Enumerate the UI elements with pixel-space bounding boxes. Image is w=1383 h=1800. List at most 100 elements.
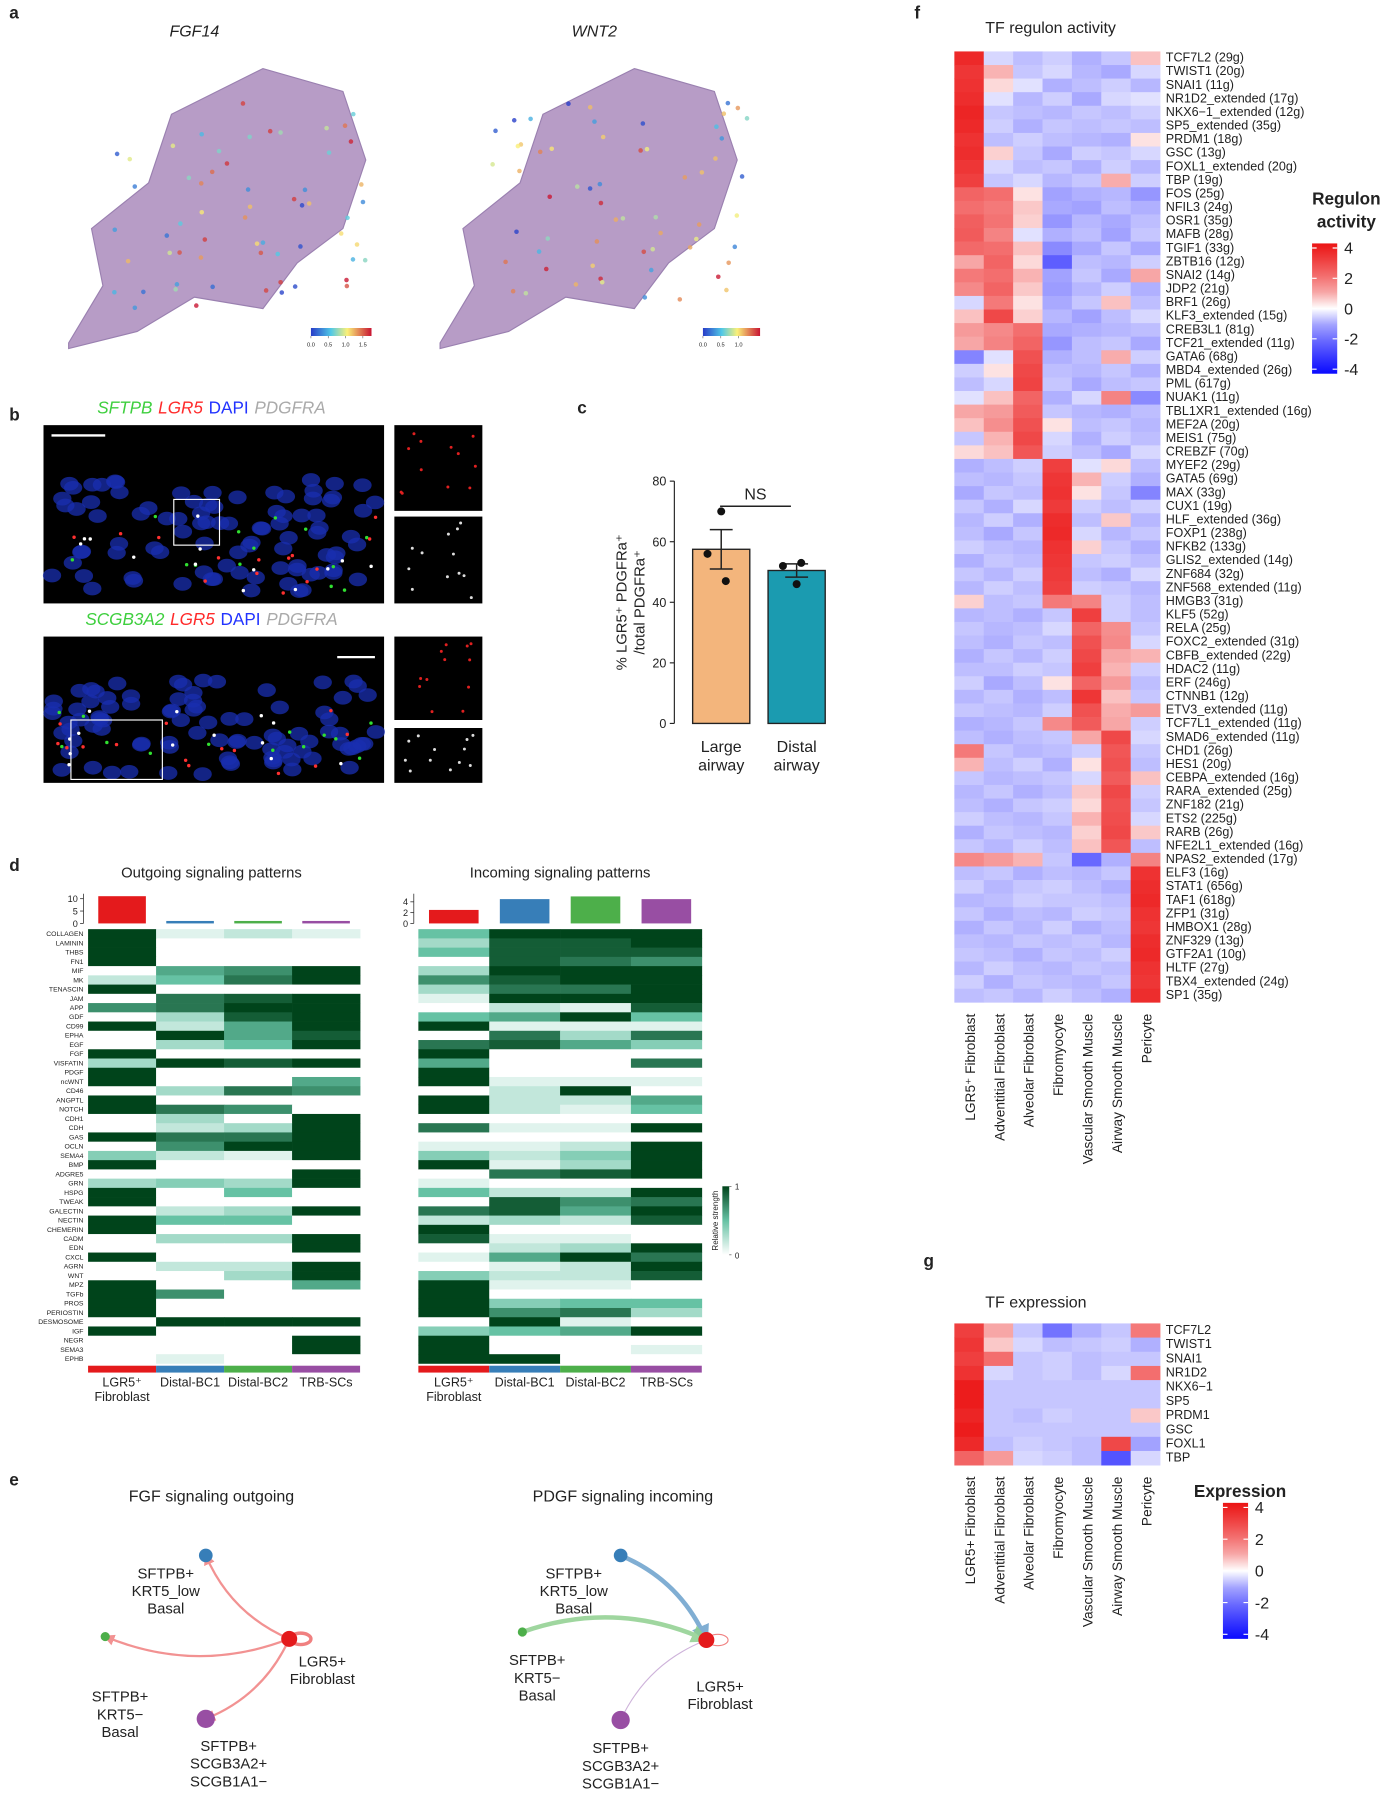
heatmap-cell xyxy=(983,228,1014,242)
row-label: HMBOX1 (28g) xyxy=(1166,920,1252,934)
row-label: SNAI1 xyxy=(1166,1351,1202,1365)
row-label: FOXL1 xyxy=(1166,1436,1206,1450)
heatmap-cell xyxy=(954,119,985,134)
row-label: ETS2 (225g) xyxy=(1166,811,1237,825)
heatmap-cell xyxy=(954,975,985,990)
heatmap-cell xyxy=(1071,173,1102,188)
signal xyxy=(467,685,471,689)
heatmap-cell xyxy=(1042,771,1073,786)
heatmap-cell xyxy=(630,966,703,976)
bar xyxy=(98,896,146,924)
colorbar-tick-label: 0 xyxy=(1255,1564,1264,1581)
signal xyxy=(407,567,411,571)
heatmap-cell xyxy=(954,798,985,813)
heatmap-cell xyxy=(489,1252,561,1263)
row-label: NFKB2 (133g) xyxy=(1166,540,1246,554)
heatmap-cell xyxy=(1101,1422,1132,1438)
nucleus xyxy=(325,476,344,491)
row-label: CXCL xyxy=(65,1254,83,1261)
heatmap-cell xyxy=(1101,418,1132,433)
heatmap-cell xyxy=(156,1271,225,1281)
spot xyxy=(587,186,593,191)
signal xyxy=(77,731,81,736)
heatmap-cell xyxy=(1130,323,1161,338)
node-label: Basal xyxy=(147,1602,184,1618)
heatmap-cell xyxy=(983,1436,1014,1452)
heatmap-cell xyxy=(630,1224,703,1235)
heatmap-cell xyxy=(1042,295,1073,310)
heatmap-cell xyxy=(88,1344,157,1355)
heatmap-cell xyxy=(292,1058,361,1069)
nucleus xyxy=(81,495,101,510)
heatmap-cell xyxy=(1130,445,1161,460)
heatmap-cell xyxy=(292,1178,361,1189)
heatmap-cell xyxy=(630,1030,703,1041)
nucleus xyxy=(193,767,212,781)
heatmap-cell xyxy=(224,1049,293,1059)
heatmap-cell xyxy=(983,635,1014,650)
spot xyxy=(186,175,192,181)
row-label: TBL1XR1_extended (16g) xyxy=(1166,404,1312,418)
heatmap-cell xyxy=(1042,907,1073,922)
heatmap-cell xyxy=(1101,309,1132,324)
heatmap-cell xyxy=(983,404,1014,419)
heatmap-cell xyxy=(292,966,361,976)
signal xyxy=(148,751,153,755)
row-label: ETV3_extended (11g) xyxy=(1166,703,1288,717)
heatmap-cell xyxy=(1013,567,1043,582)
bar xyxy=(302,920,350,924)
heatmap-cell xyxy=(1130,295,1161,310)
heatmap-cell xyxy=(418,1317,490,1327)
signal xyxy=(469,596,473,600)
nucleus xyxy=(207,674,227,689)
heatmap-cell xyxy=(983,65,1014,79)
heatmap-cell xyxy=(1071,377,1102,392)
heatmap-cell xyxy=(1130,662,1161,677)
heatmap-cell xyxy=(1013,839,1043,854)
panel-letter: g xyxy=(923,1250,933,1270)
column-label: Adventitial Fibroblast xyxy=(992,1014,1007,1141)
row-label: NOTCH xyxy=(59,1107,83,1114)
heatmap-cell xyxy=(1013,771,1043,786)
spot xyxy=(254,241,260,246)
heatmap-cell xyxy=(983,554,1014,568)
row-label: ncWNT xyxy=(61,1079,85,1086)
nucleus xyxy=(88,509,107,523)
heatmap-cell xyxy=(983,880,1014,894)
heatmap-cell xyxy=(418,1178,490,1189)
heatmap-cell xyxy=(292,1104,361,1115)
heatmap-cell xyxy=(954,458,985,473)
bar xyxy=(570,896,621,924)
heatmap-cell xyxy=(224,1271,293,1281)
heatmap-cell xyxy=(983,146,1014,161)
row-label: TWIST1 (20g) xyxy=(1166,64,1245,78)
row-label: GSC xyxy=(1166,1422,1193,1436)
edge xyxy=(203,1638,291,1721)
row-label: HMGB3 (31g) xyxy=(1166,594,1244,608)
heatmap-cell xyxy=(954,676,985,691)
signal xyxy=(410,546,414,550)
heatmap-cell xyxy=(418,1058,490,1069)
row-label: MYEF2 (29g) xyxy=(1166,458,1241,472)
heatmap-cell xyxy=(156,1252,225,1263)
x-tick-label: Distal xyxy=(777,739,817,756)
signal xyxy=(448,768,452,772)
signal xyxy=(444,643,448,647)
heatmap-cell xyxy=(1101,947,1132,962)
spot xyxy=(687,245,693,250)
heatmap-cell xyxy=(983,160,1014,175)
heatmap-cell xyxy=(1101,255,1132,270)
colorbar-tick-label: 0 xyxy=(1344,301,1353,318)
tissue xyxy=(68,67,367,350)
heatmap-cell xyxy=(1013,975,1043,990)
row-label: ANGPTL xyxy=(56,1097,84,1104)
heatmap-cell xyxy=(1071,78,1102,93)
heatmap-cell xyxy=(224,1252,293,1263)
spot xyxy=(247,204,253,210)
heatmap-cell xyxy=(292,1150,361,1161)
row-label: TBX4_extended (24g) xyxy=(1166,974,1289,988)
heatmap-cell xyxy=(1013,649,1043,664)
row-label: CUX1 (19g) xyxy=(1166,499,1232,513)
heatmap-cell xyxy=(224,975,293,985)
